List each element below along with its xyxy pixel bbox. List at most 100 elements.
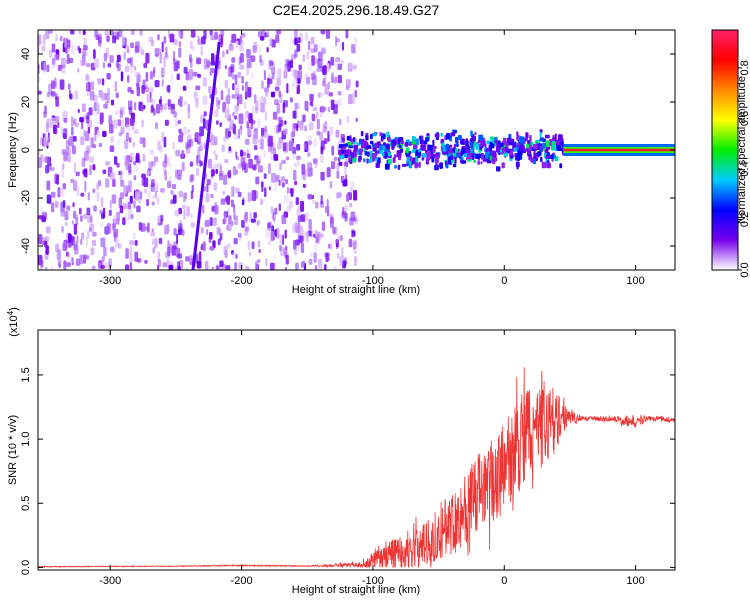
heatmap-cell (292, 153, 297, 159)
heatmap-cell (253, 41, 258, 51)
heatmap-cell (197, 147, 201, 157)
heatmap-cell (208, 158, 213, 169)
heatmap-cell (84, 151, 89, 161)
heatmap-cell (235, 40, 239, 49)
heatmap-cell (153, 107, 156, 116)
heatmap-cell (265, 258, 268, 267)
heatmap-cell (532, 144, 538, 149)
heatmap-cell (66, 205, 71, 211)
heatmap-cell (82, 48, 87, 57)
heatmap-cell (470, 130, 473, 136)
heatmap-cell (173, 38, 178, 46)
heatmap-cell (324, 206, 330, 214)
heatmap-cell (278, 116, 283, 128)
heatmap-cell (168, 264, 174, 270)
heatmap-cell (226, 95, 231, 104)
heatmap-cell (183, 126, 188, 135)
heatmap-cell (113, 215, 117, 224)
heatmap-cell (235, 83, 240, 94)
heatmap-cell (339, 118, 342, 126)
heatmap-cell (408, 164, 412, 169)
heatmap-cell (295, 262, 299, 270)
heatmap-cell (171, 245, 177, 256)
heatmap-cell (221, 144, 225, 153)
heatmap-cell (271, 172, 277, 183)
heatmap-cell (353, 189, 358, 201)
heatmap-cell (227, 207, 230, 215)
heatmap-cell (516, 135, 520, 142)
heatmap-cell (331, 161, 336, 170)
heatmap-cell (143, 188, 148, 194)
heatmap-cell (538, 143, 542, 147)
heatmap-cell (397, 156, 402, 161)
heatmap-cell (88, 81, 91, 92)
colorbar-tick-label: 0.6 (739, 111, 750, 126)
heatmap-cell (380, 137, 384, 142)
heatmap-cell (454, 148, 458, 153)
heatmap-cell (278, 137, 284, 144)
heatmap-cell (109, 55, 114, 63)
heatmap-cell (364, 150, 368, 156)
heatmap-cell (290, 59, 293, 69)
heatmap-cells (38, 30, 675, 270)
heatmap-cell (233, 203, 236, 214)
heatmap-cell (461, 147, 466, 154)
heatmap-cell (525, 132, 529, 139)
heatmap-cell (109, 145, 115, 153)
heatmap-cell (227, 169, 231, 179)
heatmap-cell (516, 165, 519, 170)
heatmap-cell (152, 99, 156, 105)
snr-multiplier-prefix: (x10 (8, 315, 20, 336)
heatmap-cell (127, 201, 132, 210)
heatmap-cell (132, 142, 135, 148)
heatmap-cell (256, 220, 260, 226)
heatmap-cell (42, 237, 46, 242)
heatmap-cell (199, 161, 204, 167)
heatmap-cell (167, 99, 171, 107)
heatmap-cell (267, 222, 271, 229)
heatmap-cell (86, 207, 91, 216)
heatmap-cell (219, 260, 224, 267)
heatmap-cell (394, 165, 397, 169)
heatmap-cell (239, 64, 245, 70)
spec-y-tick-label: 40 (20, 48, 32, 60)
heatmap-cell (231, 73, 236, 80)
heatmap-cell (86, 112, 90, 120)
heatmap-cell (319, 131, 324, 141)
heatmap-cell (214, 32, 218, 40)
heatmap-cell (198, 251, 202, 262)
heatmap-cell (266, 46, 269, 53)
heatmap-cell (102, 255, 105, 262)
heatmap-cell (366, 158, 369, 164)
heatmap-cell (523, 137, 528, 142)
heatmap-cell (327, 106, 331, 113)
heatmap-cell (306, 76, 310, 85)
heatmap-cell (278, 179, 281, 187)
heatmap-cell (106, 35, 110, 43)
heatmap-cell (348, 145, 354, 149)
heatmap-cell (355, 80, 359, 88)
heatmap-cell (283, 70, 288, 80)
heatmap-cell (426, 156, 430, 163)
heatmap-cell (279, 162, 282, 171)
heatmap-cell (260, 102, 265, 113)
heatmap-cell (284, 229, 287, 239)
heatmap-cell (300, 214, 306, 222)
heatmap-cell (159, 52, 163, 64)
heatmap-cell (297, 215, 302, 223)
heatmap-cell (274, 99, 279, 105)
heatmap-cell (159, 145, 163, 153)
heatmap-cell (182, 85, 187, 91)
heatmap-cell (440, 132, 443, 137)
heatmap-cell (503, 152, 509, 157)
heatmap-cell (308, 122, 314, 131)
heatmap-cell (428, 144, 433, 152)
heatmap-cell (115, 110, 118, 115)
heatmap-cell (270, 91, 276, 98)
heatmap-cell (41, 45, 46, 52)
heatmap-cell (349, 187, 354, 193)
heatmap-cell (59, 79, 65, 90)
heatmap-cell (263, 150, 267, 158)
heatmap-cell (546, 162, 551, 169)
heatmap-cell (231, 94, 235, 99)
